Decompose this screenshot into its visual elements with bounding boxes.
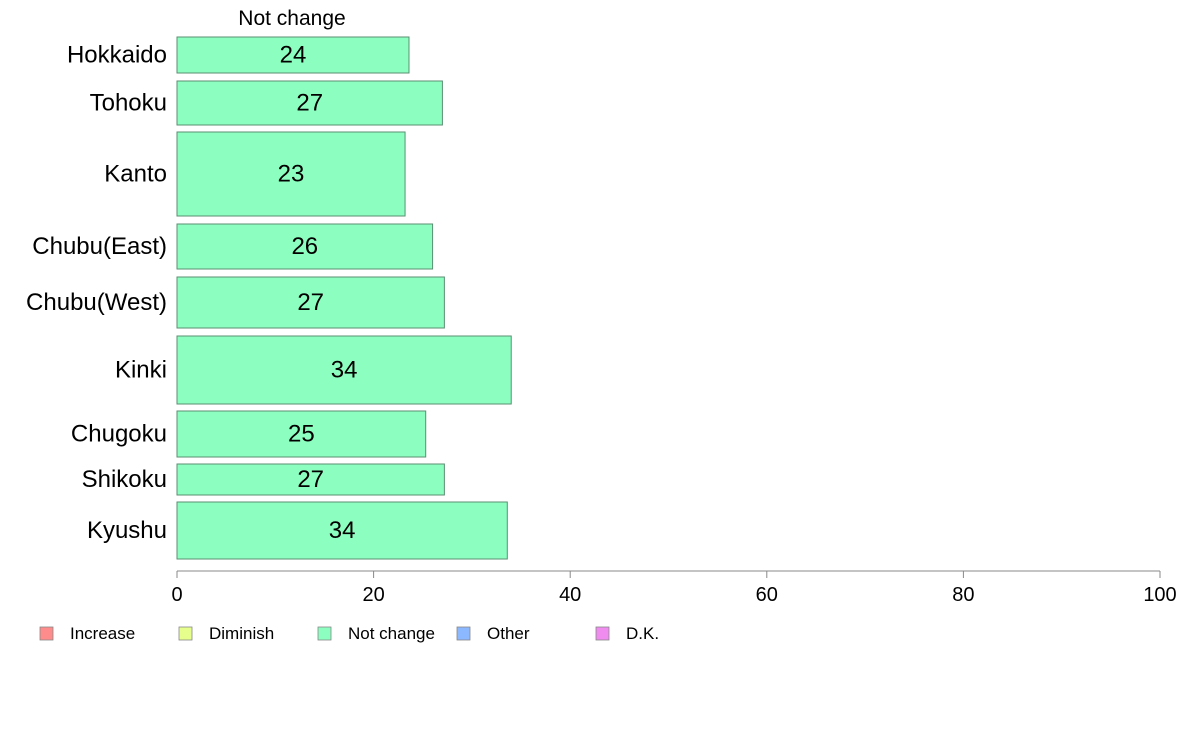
bar-chubu-east- xyxy=(176,223,434,270)
category-label: Shikoku xyxy=(82,466,167,493)
category-label: Kinki xyxy=(115,357,167,384)
legend-label: Diminish xyxy=(209,624,274,643)
bar-value-label: 23 xyxy=(278,161,305,188)
category-label: Chubu(East) xyxy=(32,233,167,260)
chart-title: Not change xyxy=(238,7,345,30)
x-tick-label: 60 xyxy=(756,584,778,606)
x-tick-label: 20 xyxy=(362,584,384,606)
legend-swatch xyxy=(595,626,610,641)
x-tick-label: 0 xyxy=(171,584,182,606)
bar-value-label: 24 xyxy=(280,42,307,69)
bar-hokkaido xyxy=(176,36,410,74)
category-label: Tohoku xyxy=(90,90,167,117)
bar-value-label: 34 xyxy=(331,357,358,384)
legend-swatch xyxy=(178,626,193,641)
bar-value-label: 27 xyxy=(297,289,324,316)
bar-chubu-west- xyxy=(176,276,445,329)
x-tick-label: 40 xyxy=(559,584,581,606)
bar-kyushu xyxy=(176,501,508,560)
legend: Increase Diminish Not change Other D.K. xyxy=(39,624,659,643)
legend-label: Other xyxy=(487,624,530,643)
legend-label: Not change xyxy=(348,624,435,643)
bar-value-label: 27 xyxy=(297,466,324,493)
bar-value-label: 25 xyxy=(288,421,315,448)
category-label: Kanto xyxy=(104,161,167,188)
bars-layer: Hokkaido 24 Tohoku 27 Kanto 23 Chubu(East) 26 Ch… xyxy=(26,36,512,560)
bar-kinki xyxy=(176,335,512,405)
legend-swatch xyxy=(39,626,54,641)
legend-swatch xyxy=(317,626,332,641)
x-axis: 0 20 40 60 80 100 xyxy=(171,570,1177,606)
bar-shikoku xyxy=(176,463,445,496)
legend-swatch xyxy=(456,626,471,641)
category-label: Chubu(West) xyxy=(26,289,167,316)
bar-value-label: 34 xyxy=(329,517,356,544)
legend-label: D.K. xyxy=(626,624,659,643)
bar-kanto xyxy=(176,131,406,217)
bar-value-label: 26 xyxy=(291,233,318,260)
bar-tohoku xyxy=(176,80,443,126)
category-label: Hokkaido xyxy=(67,42,167,69)
x-tick-label: 100 xyxy=(1143,584,1176,606)
x-tick-label: 80 xyxy=(952,584,974,606)
bar-value-label: 27 xyxy=(296,90,323,117)
bar-chugoku xyxy=(176,410,427,458)
category-label: Kyushu xyxy=(87,517,167,544)
legend-label: Increase xyxy=(70,624,135,643)
category-label: Chugoku xyxy=(71,421,167,448)
